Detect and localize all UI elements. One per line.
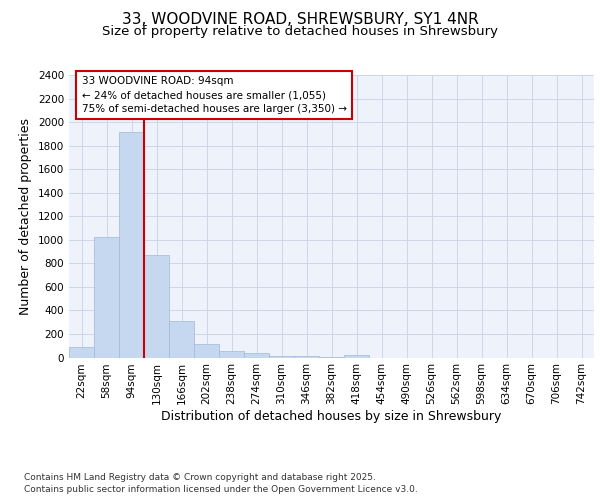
- Bar: [69, 347, 94, 358]
- Bar: [244, 353, 269, 358]
- Bar: [294, 356, 319, 358]
- Text: Contains HM Land Registry data © Crown copyright and database right 2025.: Contains HM Land Registry data © Crown c…: [24, 472, 376, 482]
- Bar: [344, 354, 369, 358]
- Bar: [169, 321, 194, 358]
- Y-axis label: Number of detached properties: Number of detached properties: [19, 118, 32, 315]
- Text: Size of property relative to detached houses in Shrewsbury: Size of property relative to detached ho…: [102, 25, 498, 38]
- Bar: [269, 356, 294, 358]
- Bar: [94, 237, 119, 358]
- Text: 33 WOODVINE ROAD: 94sqm
← 24% of detached houses are smaller (1,055)
75% of semi: 33 WOODVINE ROAD: 94sqm ← 24% of detache…: [82, 76, 347, 114]
- Bar: [144, 254, 169, 358]
- X-axis label: Distribution of detached houses by size in Shrewsbury: Distribution of detached houses by size …: [161, 410, 502, 423]
- Bar: [319, 357, 344, 358]
- Bar: [119, 132, 144, 358]
- Text: 33, WOODVINE ROAD, SHREWSBURY, SY1 4NR: 33, WOODVINE ROAD, SHREWSBURY, SY1 4NR: [122, 12, 478, 28]
- Text: Contains public sector information licensed under the Open Government Licence v3: Contains public sector information licen…: [24, 485, 418, 494]
- Bar: [219, 351, 244, 358]
- Bar: [194, 344, 219, 358]
